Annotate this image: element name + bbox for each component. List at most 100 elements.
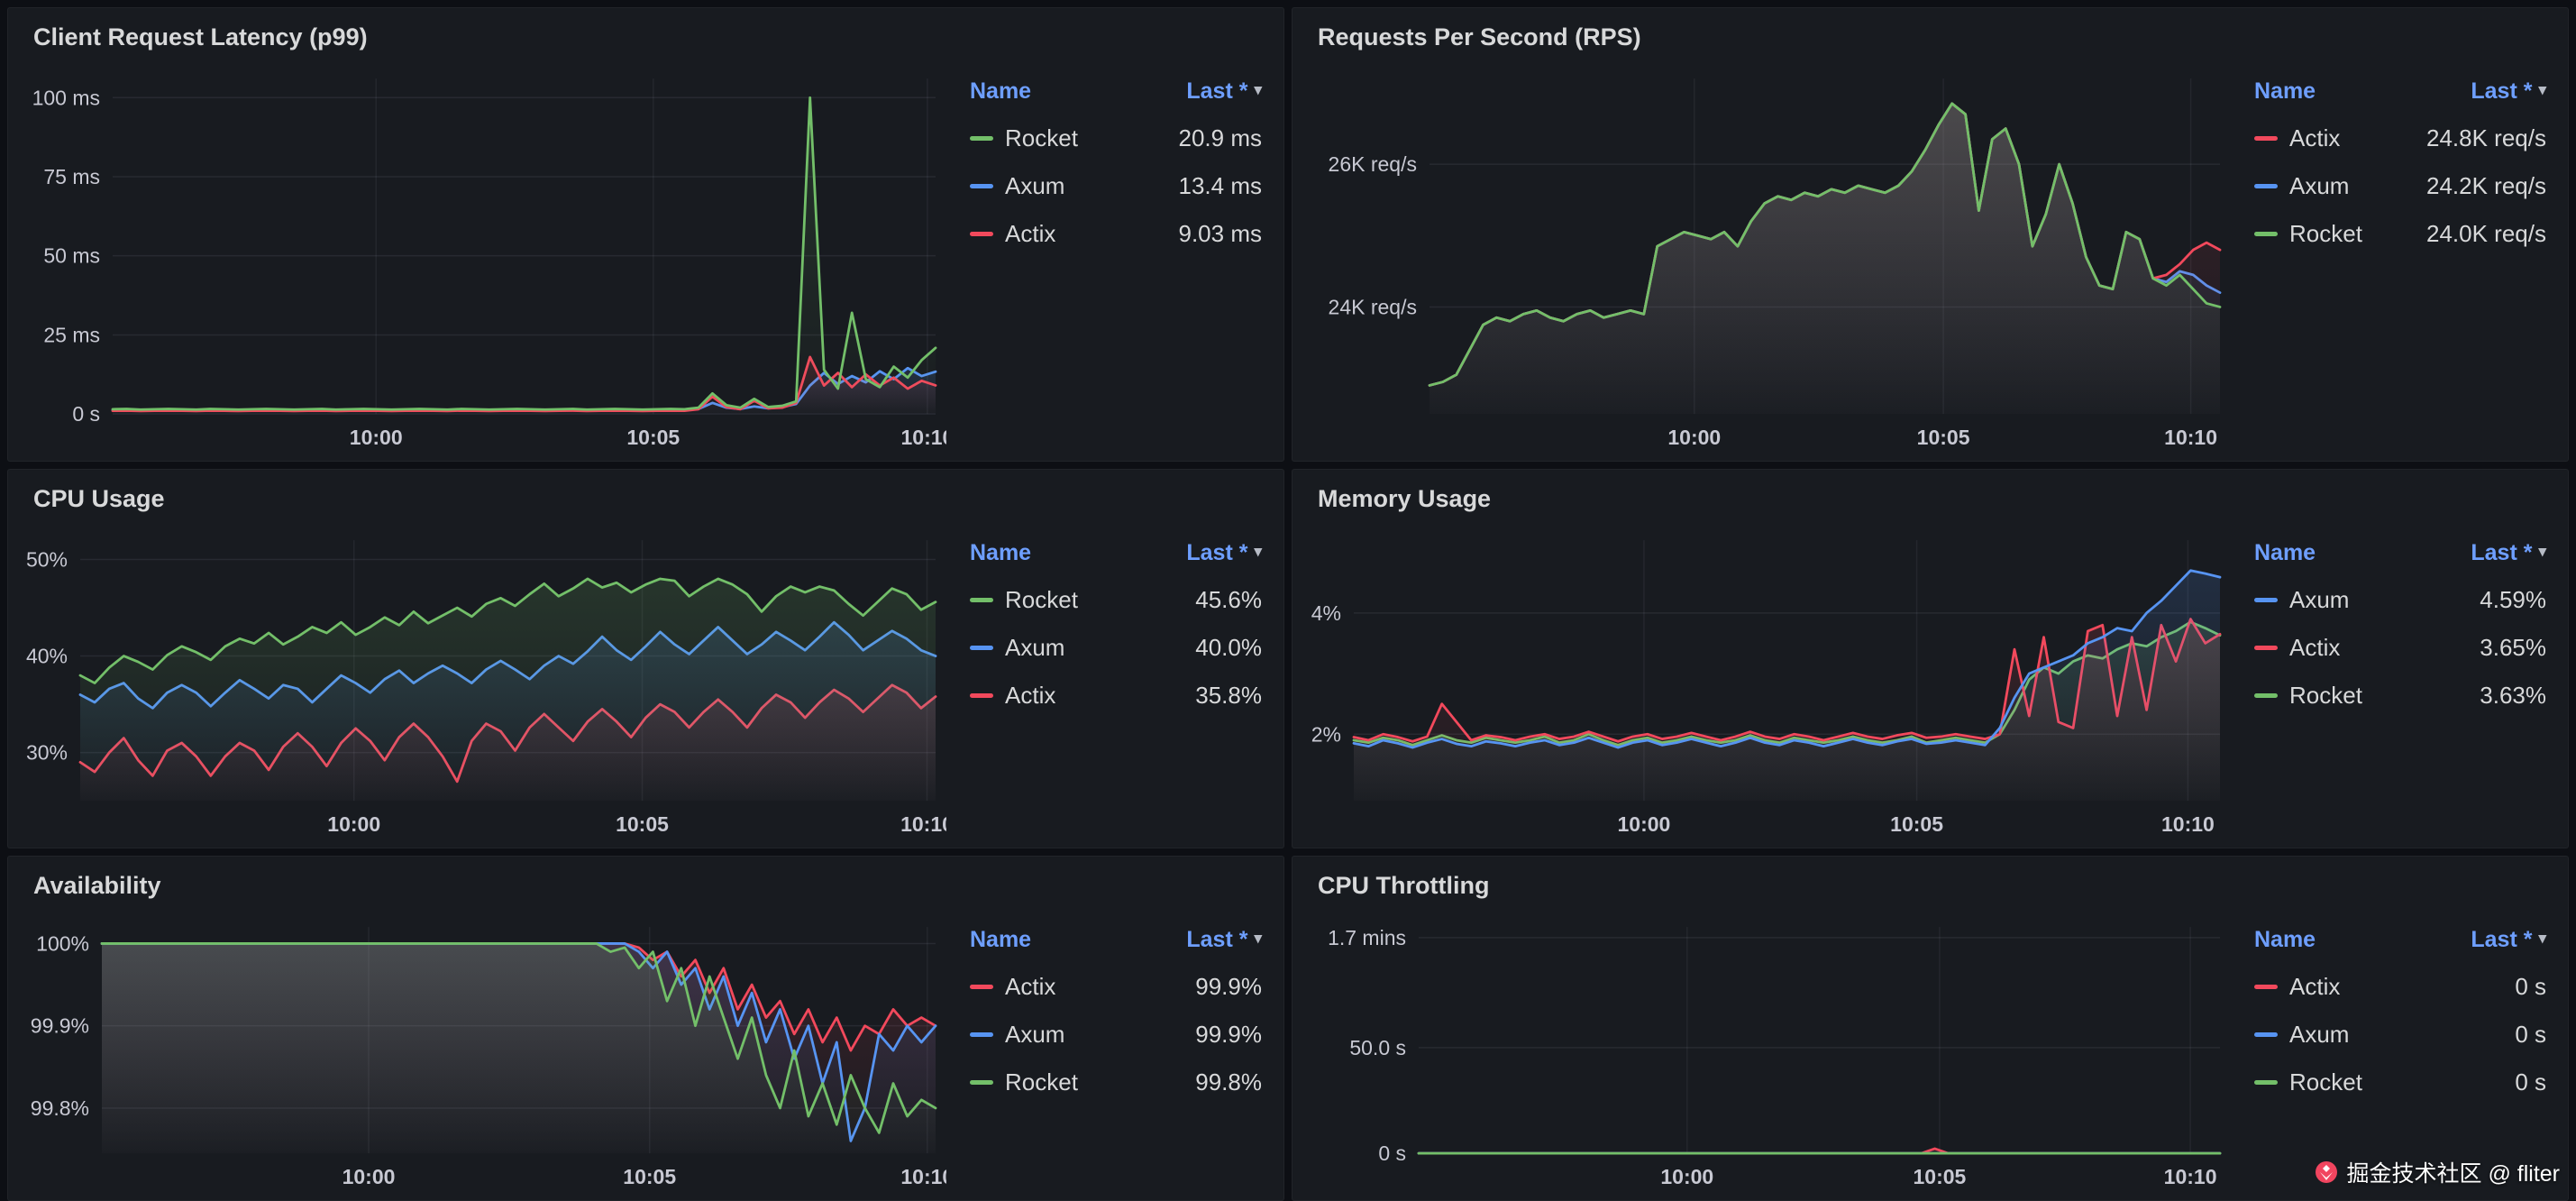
- legend-row[interactable]: Rocket 0 s: [2254, 1059, 2546, 1106]
- legend-header-name[interactable]: Name: [970, 927, 1032, 953]
- cpu-throttling-chart[interactable]: 0 s 50.0 s 1.7 mins 10:00 10:05 10:10: [1307, 912, 2231, 1195]
- svg-text:10:00: 10:00: [327, 812, 380, 836]
- panel-memory-usage: Memory Usage 2% 4% 10:00 10:05 10:10 Name La…: [1292, 469, 2569, 848]
- series-name[interactable]: Axum: [2289, 585, 2350, 613]
- series-name[interactable]: Rocket: [2289, 219, 2362, 247]
- panel-title[interactable]: Requests Per Second (RPS): [1318, 23, 1641, 50]
- legend-header-name[interactable]: Name: [2254, 540, 2316, 566]
- panel-title[interactable]: CPU Throttling: [1318, 872, 1490, 899]
- series-last-value: 99.9%: [1195, 1020, 1262, 1048]
- series-last-value: 3.65%: [2480, 633, 2546, 661]
- series-name[interactable]: Actix: [2289, 633, 2341, 661]
- svg-text:10:05: 10:05: [1913, 1165, 1966, 1188]
- legend-header-last[interactable]: Last * ▾: [2471, 540, 2546, 566]
- panel-title[interactable]: Memory Usage: [1318, 485, 1492, 512]
- series-color-swatch: [970, 183, 993, 188]
- legend-row[interactable]: Axum 13.4 ms: [970, 162, 1262, 210]
- panel-title[interactable]: CPU Usage: [33, 485, 165, 512]
- rps-chart[interactable]: 24K req/s 26K req/s 10:00 10:05 10:10: [1307, 64, 2231, 455]
- legend-row[interactable]: Axum 0 s: [2254, 1011, 2546, 1059]
- legend-row[interactable]: Actix 99.9%: [970, 963, 1262, 1011]
- legend-row[interactable]: Rocket 3.63%: [2254, 672, 2546, 720]
- series-name[interactable]: Rocket: [2289, 1068, 2362, 1096]
- svg-text:75 ms: 75 ms: [43, 165, 100, 188]
- legend-row[interactable]: Actix 3.65%: [2254, 624, 2546, 672]
- legend-header-name[interactable]: Name: [2254, 78, 2316, 105]
- svg-text:10:05: 10:05: [616, 812, 669, 836]
- panel-cpu-throttling: CPU Throttling 0 s 50.0 s 1.7 mins 10:00 10:…: [1292, 856, 2569, 1201]
- series-name[interactable]: Axum: [2289, 1020, 2350, 1048]
- legend-header-name[interactable]: Name: [970, 540, 1032, 566]
- series-name[interactable]: Rocket: [1005, 1068, 1078, 1096]
- legend-header-last[interactable]: Last * ▾: [1186, 78, 1262, 105]
- legend-header-last[interactable]: Last * ▾: [2471, 78, 2546, 105]
- legend-row[interactable]: Actix 9.03 ms: [970, 210, 1262, 258]
- svg-text:99.9%: 99.9%: [31, 1013, 89, 1037]
- series-last-value: 9.03 ms: [1178, 219, 1263, 247]
- legend-row[interactable]: Rocket 20.9 ms: [970, 115, 1262, 162]
- legend-row[interactable]: Actix 35.8%: [970, 672, 1262, 720]
- series-name[interactable]: Rocket: [2289, 681, 2362, 709]
- svg-text:10:10: 10:10: [900, 426, 946, 449]
- series-color-swatch: [970, 645, 993, 650]
- legend-row[interactable]: Rocket 24.0K req/s: [2254, 210, 2546, 258]
- panel-title[interactable]: Availability: [33, 872, 161, 899]
- legend-header-name[interactable]: Name: [970, 78, 1032, 105]
- series-name[interactable]: Axum: [1005, 633, 1065, 661]
- chevron-down-icon: ▾: [1254, 81, 1262, 99]
- legend-row[interactable]: Axum 4.59%: [2254, 576, 2546, 624]
- series-color-swatch: [2254, 984, 2278, 989]
- series-color-swatch: [2254, 1031, 2278, 1037]
- series-name[interactable]: Rocket: [1005, 585, 1078, 613]
- series-last-value: 45.6%: [1195, 585, 1262, 613]
- legend-row[interactable]: Axum 24.2K req/s: [2254, 162, 2546, 210]
- chevron-down-icon: ▾: [2538, 930, 2546, 948]
- series-name[interactable]: Actix: [1005, 972, 1056, 1000]
- chevron-down-icon: ▾: [1254, 930, 1262, 948]
- svg-text:50.0 s: 50.0 s: [1349, 1036, 1406, 1059]
- series-name[interactable]: Rocket: [1005, 124, 1078, 151]
- legend-row[interactable]: Rocket 45.6%: [970, 576, 1262, 624]
- legend-header-last[interactable]: Last * ▾: [1186, 927, 1262, 953]
- availability-chart[interactable]: 99.8% 99.9% 100% 10:00 10:05 10:10: [23, 912, 946, 1195]
- series-color-swatch: [2254, 135, 2278, 141]
- series-color-swatch: [2254, 645, 2278, 650]
- legend-row[interactable]: Axum 99.9%: [970, 1011, 1262, 1059]
- legend-header-last[interactable]: Last * ▾: [2471, 927, 2546, 953]
- legend-row[interactable]: Rocket 99.8%: [970, 1059, 1262, 1106]
- svg-text:10:05: 10:05: [626, 426, 680, 449]
- legend-header-last[interactable]: Last * ▾: [1186, 540, 1262, 566]
- panel-requests-per-second: Requests Per Second (RPS) 24K req/s 26K r…: [1292, 7, 2569, 462]
- series-name[interactable]: Actix: [2289, 972, 2341, 1000]
- latency-chart[interactable]: 0 s 25 ms 50 ms 75 ms 100 ms 10:00 10:05 10:10: [23, 64, 946, 455]
- series-name[interactable]: Actix: [2289, 124, 2341, 151]
- series-last-value: 24.0K req/s: [2426, 219, 2546, 247]
- svg-text:1.7 mins: 1.7 mins: [1328, 926, 1406, 949]
- chevron-down-icon: ▾: [2538, 81, 2546, 99]
- series-last-value: 0 s: [2515, 1020, 2546, 1048]
- cpu-usage-chart[interactable]: 30% 40% 50% 10:00 10:05 10:10: [23, 526, 946, 842]
- legend-row[interactable]: Actix 0 s: [2254, 963, 2546, 1011]
- series-name[interactable]: Axum: [1005, 171, 1065, 199]
- series-last-value: 24.2K req/s: [2426, 171, 2546, 199]
- series-color-swatch: [970, 231, 993, 236]
- legend: Name Last * ▾ Rocket 20.9 ms Axum 13.4 ms Act…: [970, 64, 1269, 455]
- legend-rows: Axum 4.59% Actix 3.65% Rocket 3.63%: [2254, 576, 2546, 720]
- panel-title[interactable]: Client Request Latency (p99): [33, 23, 368, 50]
- watermark: 掘金技术社区 @ fliter: [2315, 1156, 2560, 1188]
- series-last-value: 4.59%: [2480, 585, 2546, 613]
- series-last-value: 20.9 ms: [1178, 124, 1263, 151]
- series-name[interactable]: Actix: [1005, 219, 1056, 247]
- memory-usage-chart[interactable]: 2% 4% 10:00 10:05 10:10: [1307, 526, 2231, 842]
- series-last-value: 0 s: [2515, 972, 2546, 1000]
- series-name[interactable]: Axum: [2289, 171, 2350, 199]
- legend: Name Last * ▾ Actix 99.9% Axum 99.9% Rocket 99…: [970, 912, 1269, 1195]
- legend-row[interactable]: Actix 24.8K req/s: [2254, 115, 2546, 162]
- series-name[interactable]: Axum: [1005, 1020, 1065, 1048]
- svg-text:10:00: 10:00: [1617, 812, 1670, 836]
- legend-header-name[interactable]: Name: [2254, 927, 2316, 953]
- legend-row[interactable]: Axum 40.0%: [970, 624, 1262, 672]
- series-name[interactable]: Actix: [1005, 681, 1056, 709]
- svg-text:100%: 100%: [36, 931, 89, 955]
